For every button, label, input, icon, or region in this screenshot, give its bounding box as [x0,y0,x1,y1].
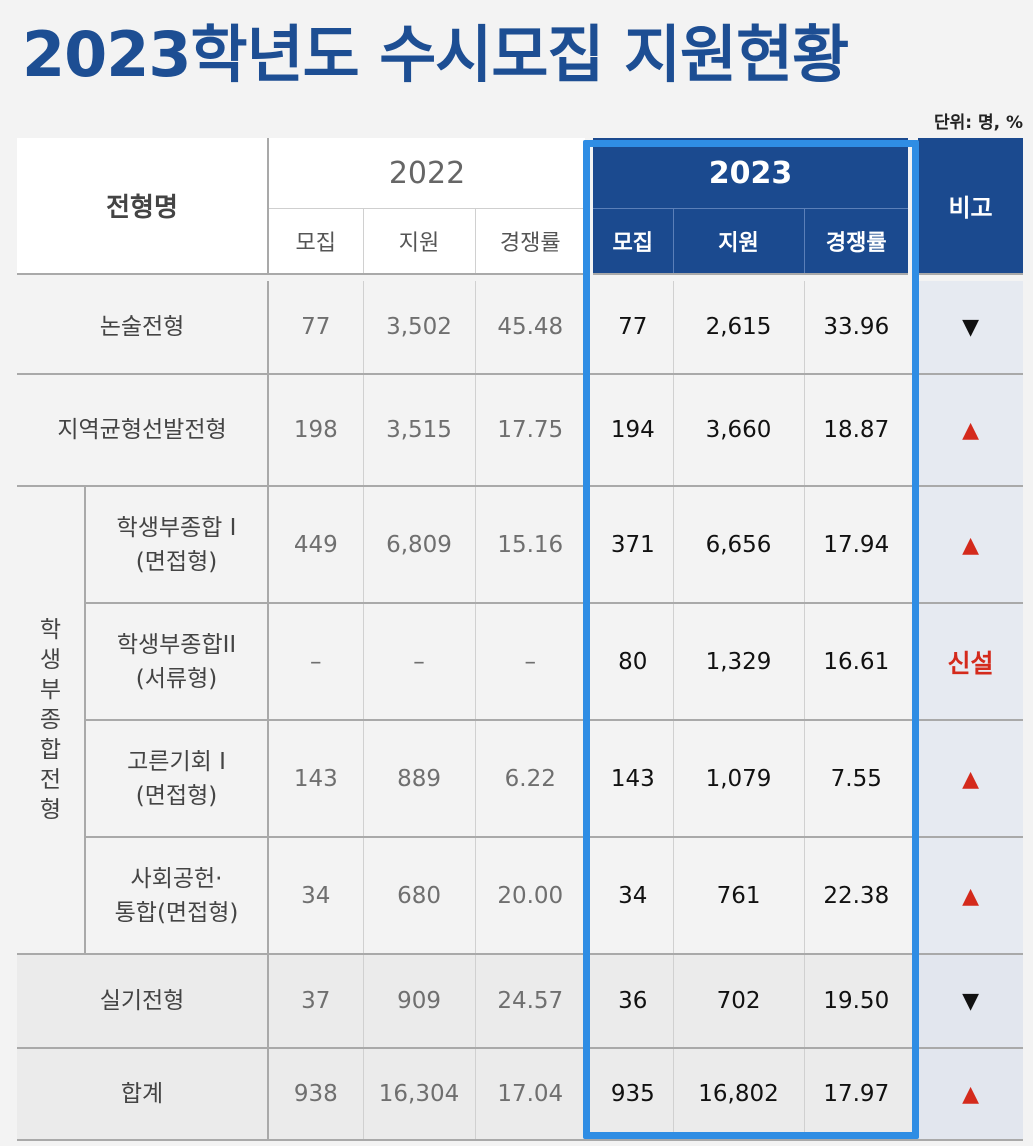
new-badge: 신설 [947,648,994,678]
cell-2022-recruit: 198 [267,374,364,487]
row-label: 실기전형 [17,954,269,1049]
triangle-up-icon: ▲ [962,532,979,558]
triangle-up-icon: ▲ [962,1082,979,1107]
row-label: 논술전형 [17,281,269,375]
cell-2022-apply: 6,809 [362,486,476,604]
row-label: 사회공헌· 통합(면접형) [85,837,269,955]
cell-2022-recruit: 449 [267,486,364,604]
unit-label: 단위: 명, % [933,113,1023,133]
table-row: 실기전형 37 909 24.57 36 702 19.50 ▼ [17,954,1024,1049]
header-2023-rate: 경쟁률 [803,208,909,275]
cell-2022-apply: 3,502 [362,281,476,375]
cell-2023-rate: 33.96 [803,281,909,375]
cell-2023-recruit: 371 [593,486,674,604]
cell-2023-recruit: 36 [593,954,674,1049]
admission-table: 전형명 2022 2023 비고 모집 지원 경쟁률 모집 지원 경쟁률 논술전… [17,138,1024,1141]
cell-2022-recruit: 143 [267,720,364,838]
header-2022-apply: 지원 [362,208,476,275]
cell-2022-apply: – [362,603,476,721]
row-label: 고른기회 I (면접형) [85,720,269,838]
row-label: 합계 [17,1048,269,1141]
cell-2023-recruit: 935 [593,1048,674,1141]
cell-2023-apply: 6,656 [672,486,805,604]
table-row: 지역균형선발전형 198 3,515 17.75 194 3,660 18.87 ▲ [17,374,1024,487]
row-label: 지역균형선발전형 [17,374,269,487]
cell-2023-rate: 22.38 [803,837,909,955]
cell-2022-apply: 16,304 [362,1048,476,1141]
row-label: 학생부종합II (서류형) [85,603,269,721]
table-row: 논술전형 77 3,502 45.48 77 2,615 33.96 ▼ [17,281,1024,375]
cell-2023-apply: 1,329 [672,603,805,721]
cell-2023-rate: 16.61 [803,603,909,721]
cell-2022-rate: 17.75 [474,374,586,487]
triangle-down-icon: ▼ [962,315,979,340]
cell-2022-recruit: 37 [267,954,364,1049]
header-name: 전형명 [17,138,269,275]
table-row: 학 생 부 종 합 전 형 학생부종합 I (면접형) 449 6,809 15.16 371 6,656… [17,486,1024,955]
table-row: 고른기회 I (면접형) 143 889 6.22 143 1,079 7.55 ▲ [17,720,1024,838]
cell-2022-rate: 15.16 [474,486,586,604]
cell-2022-rate: 24.57 [474,954,586,1049]
cell-2023-recruit: 80 [593,603,674,721]
table-row: 사회공헌· 통합(면접형) 34 680 20.00 34 761 22.38 ▲ [17,837,1024,955]
page-title: 2023학년도 수시모집 지원현황 [22,18,849,91]
cell-2023-apply: 3,660 [672,374,805,487]
cell-2023-rate: 17.94 [803,486,909,604]
triangle-up-icon: ▲ [962,766,979,792]
header-row-sub: 모집 지원 경쟁률 모집 지원 경쟁률 [17,208,1023,275]
cell-2022-apply: 3,515 [362,374,476,487]
header-year-2023: 2023 [593,138,909,209]
header-2023-apply: 지원 [672,208,805,275]
cell-2023-apply: 2,615 [672,281,805,375]
header-2022-recruit: 모집 [267,208,364,275]
cell-2023-rate: 19.50 [803,954,909,1049]
cell-2022-recruit: 34 [267,837,364,955]
triangle-up-icon: ▲ [962,883,979,909]
cell-2022-rate: 17.04 [474,1048,586,1141]
cell-2023-recruit: 77 [593,281,674,375]
cell-2022-apply: 680 [362,837,476,955]
table-row: 합계 938 16,304 17.04 935 16,802 17.97 ▲ [17,1048,1024,1141]
cell-2022-recruit: 77 [267,281,364,375]
cell-2022-rate: 45.48 [474,281,586,375]
cell-2023-rate: 18.87 [803,374,909,487]
header-row-years: 전형명 2022 2023 비고 [17,138,1024,275]
row-label: 학생부종합 I (면접형) [85,486,269,604]
table-row: 학생부종합II (서류형) – – –80 1,329 16.61 신설 [17,603,1024,721]
cell-2022-rate: 6.22 [474,720,586,838]
cell-2023-apply: 16,802 [672,1048,805,1141]
triangle-down-icon: ▼ [962,989,979,1014]
cell-2022-recruit: – [267,603,364,721]
cell-2023-recruit: 34 [593,837,674,955]
header-note: 비고 [918,138,1024,275]
cell-2023-apply: 1,079 [672,720,805,838]
cell-2022-apply: 909 [362,954,476,1049]
cell-2023-recruit: 194 [593,374,674,487]
header-year-2022: 2022 [267,138,586,209]
header-2022-rate: 경쟁률 [474,208,586,275]
triangle-up-icon: ▲ [962,418,979,443]
cell-2023-rate: 7.55 [803,720,909,838]
header-2023-recruit: 모집 [593,208,674,275]
cell-2022-recruit: 938 [267,1048,364,1141]
cell-2022-rate: – [474,603,586,721]
cell-2023-apply: 702 [672,954,805,1049]
cell-2022-rate: 20.00 [474,837,586,955]
cell-2023-rate: 17.97 [803,1048,909,1141]
cell-2023-recruit: 143 [593,720,674,838]
cell-2022-apply: 889 [362,720,476,838]
cell-2023-apply: 761 [672,837,805,955]
